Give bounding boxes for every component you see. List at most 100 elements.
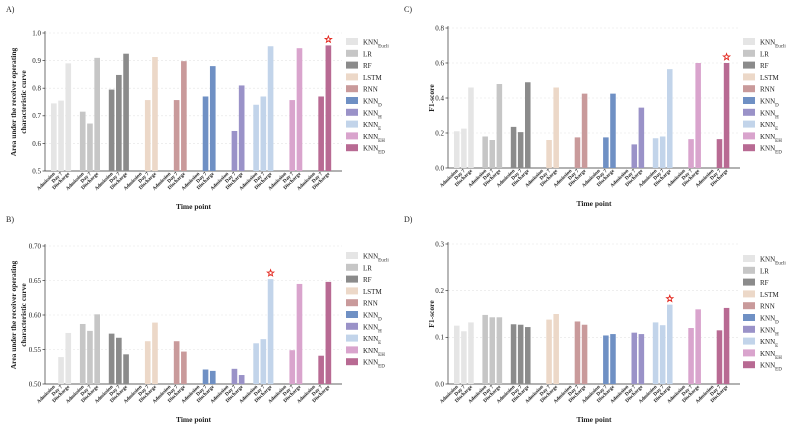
bar [79, 111, 86, 171]
y-tick-label: 0.2 [435, 287, 444, 295]
bar [525, 327, 531, 384]
x-axis-title: Time point [576, 415, 612, 424]
legend-subscript: D [775, 103, 779, 108]
bar [517, 132, 524, 169]
legend-label: LSTM [363, 288, 382, 296]
legend-subscript: EH [775, 355, 782, 360]
legend-subscript: D [378, 317, 382, 322]
legend-label: KNNE [760, 121, 778, 132]
legend-label: KNNEucli [363, 39, 389, 50]
legend-label: RF [760, 62, 769, 70]
y-tick-label: 0.8 [435, 24, 444, 32]
legend-label: KNNE [363, 121, 381, 132]
bar [87, 330, 93, 384]
legend-label: KNNH [760, 326, 779, 337]
y-tick-label: 0.0 [435, 164, 444, 172]
panel-label: B) [6, 215, 14, 224]
y-tick-label: 0.7 [32, 112, 41, 120]
bar [667, 304, 673, 384]
y-tick-label: 0.65 [29, 277, 42, 285]
bar [454, 325, 460, 384]
bar [688, 328, 694, 384]
y-tick-label: 0.9 [32, 57, 41, 65]
bar [267, 46, 274, 171]
legend-label: RNN [760, 303, 775, 311]
bar [94, 314, 100, 384]
bar [238, 85, 245, 171]
bar [716, 139, 723, 169]
bar [468, 87, 474, 168]
bar [144, 341, 151, 384]
bar [603, 335, 609, 384]
bar [202, 96, 209, 171]
bar [496, 317, 503, 384]
legend-swatch [346, 311, 358, 318]
bar [58, 357, 64, 384]
panel-a: A) 0.5 0.6 0.7 0.8 0.9 1.0 Area under the recei… [6, 5, 389, 211]
legend-swatch [346, 97, 358, 104]
bar [173, 100, 180, 171]
bar [144, 100, 151, 171]
y-tick-label: 0.4 [435, 94, 444, 102]
y-tick-label: 0.5 [32, 167, 41, 175]
legend-subscript: E [378, 127, 381, 132]
legend-swatch [743, 255, 755, 262]
legend-swatch [743, 361, 755, 369]
legend-subscript: H [378, 329, 382, 334]
bar [181, 61, 187, 171]
legend-swatch [346, 73, 358, 81]
legend-swatch [346, 61, 358, 69]
bar [123, 354, 129, 384]
y-tick-label: 0.70 [29, 242, 42, 250]
bar [238, 375, 245, 384]
legend-swatch [743, 302, 755, 310]
bar [581, 93, 588, 169]
bar [461, 331, 467, 384]
x-axis-title: Time point [176, 415, 212, 424]
bar [461, 128, 467, 169]
legend-swatch [743, 278, 755, 286]
legend-swatch [743, 38, 755, 45]
significance-star-icon [722, 52, 732, 61]
bar [181, 351, 187, 384]
bar [289, 100, 296, 171]
legend-label: RNN [760, 86, 775, 94]
bar [318, 355, 324, 384]
y-tick-label: 0.6 [435, 59, 444, 67]
y-tick-label: 0.2 [435, 129, 444, 137]
panel-label: D) [404, 215, 413, 224]
legend-label: KNNEH [363, 133, 385, 144]
legend-label: RF [760, 279, 769, 287]
legend-label: KNNED [363, 145, 385, 156]
bar [574, 321, 581, 384]
bar [603, 137, 609, 169]
y-tick-label: 0.50 [29, 380, 42, 388]
bar [108, 89, 115, 171]
bar [510, 126, 517, 169]
bar [610, 93, 616, 169]
bar [253, 343, 259, 384]
y-tick-label: 0.55 [29, 346, 42, 354]
significance-star-icon [266, 268, 276, 277]
legend-label: LR [760, 50, 769, 58]
bar [260, 339, 267, 384]
bar [202, 369, 209, 384]
bar [553, 314, 559, 384]
bar [496, 84, 503, 168]
legend-label: RNN [363, 300, 378, 308]
legend-subscript: Eucli [775, 261, 786, 266]
bar [454, 131, 460, 168]
bar [581, 324, 588, 384]
bar [631, 144, 638, 169]
legend-subscript: H [775, 115, 779, 120]
legend-swatch [346, 85, 358, 93]
legend-swatch [346, 263, 358, 271]
bar [94, 57, 100, 172]
legend-label: KNND [760, 98, 779, 109]
legend-label: LSTM [760, 74, 779, 82]
bar [482, 136, 488, 168]
bar [267, 279, 274, 384]
legend-label: KNNEucli [363, 253, 389, 264]
legend-swatch [743, 61, 755, 69]
bar [631, 332, 638, 384]
